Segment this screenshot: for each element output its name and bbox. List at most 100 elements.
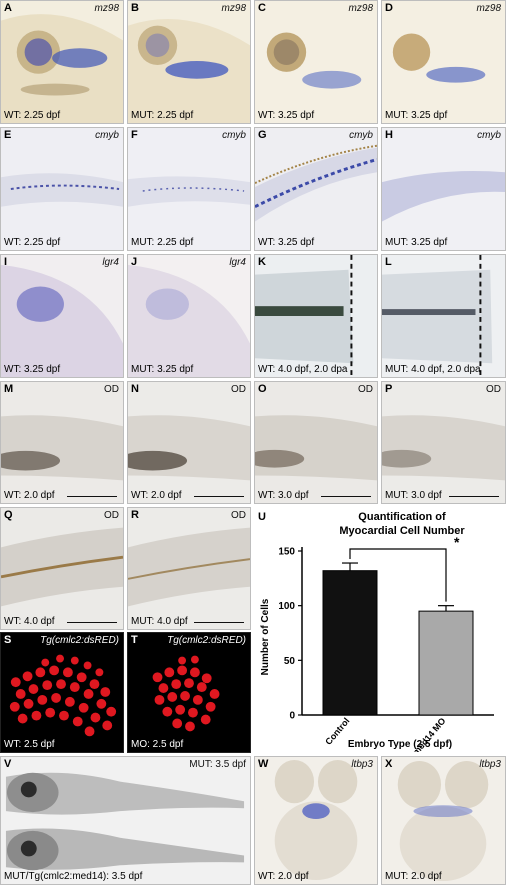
embryo-head-image — [382, 1, 505, 123]
panel-caption: WT: 3.0 dpf — [258, 490, 309, 501]
panel-s: S Tg(cmlc2:dsRED) WT: 2.5 dpf — [0, 632, 124, 753]
panel-caption: MUT: 3.25 dpf — [385, 110, 448, 121]
scale-bar — [67, 621, 117, 623]
transgene-label: Tg(cmlc2:dsRED) — [40, 635, 119, 646]
panel-letter: K — [258, 256, 266, 268]
panel-m: M OD WT: 2.0 dpf — [0, 381, 124, 504]
panel-caption: WT: 3.25 dpf — [4, 364, 61, 375]
panel-caption: WT: 3.25 dpf — [258, 237, 315, 248]
panel-caption: WT: 4.0 dpf — [4, 616, 55, 627]
y-tick-label: 0 — [289, 711, 295, 722]
probe-label: ltbp3 — [351, 759, 373, 770]
transgene-label: Tg(cmlc2:dsRED) — [167, 635, 246, 646]
fluorescent-heart-image — [128, 633, 250, 752]
probe-label: cmyb — [222, 130, 246, 141]
probe-label: mz98 — [221, 3, 246, 14]
panel-letter: P — [385, 383, 393, 395]
embryo-pair-image — [1, 757, 250, 884]
genotype-label: MUT: 3.5 dpf — [189, 759, 246, 770]
embryo-ventral-image — [255, 757, 377, 884]
panel-letter: H — [385, 129, 393, 141]
fluorescent-heart-image — [1, 633, 123, 752]
fin-regeneration-image — [255, 255, 377, 377]
panel-caption: MUT: 2.25 dpf — [131, 237, 194, 248]
scale-bar — [321, 495, 371, 497]
panel-a: A mz98 WT: 2.25 dpf — [0, 0, 124, 124]
panel-letter: B — [131, 2, 139, 14]
panel-letter: Q — [4, 509, 13, 521]
probe-label: mz98 — [94, 3, 119, 14]
myocardial-cell-count-chart: U Quantification of Myocardial Cell Numb… — [258, 511, 494, 757]
panel-v: V MUT: 3.5 dpf MUT/Tg(cmlc2:med14): 3.5 … — [0, 756, 251, 885]
embryo-ventral-image — [382, 757, 505, 884]
panel-u-chart: U Quantification of Myocardial Cell Numb… — [254, 507, 506, 757]
panel-letter: L — [385, 256, 392, 268]
embryo-lateral-image — [128, 382, 250, 503]
panel-b: B mz98 MUT: 2.25 dpf — [127, 0, 251, 124]
embryo-lateral-image — [128, 508, 250, 629]
bar — [322, 570, 378, 716]
panel-p: P OD MUT: 3.0 dpf — [381, 381, 506, 504]
chart-title-line2: Myocardial Cell Number — [339, 525, 465, 537]
panel-f: F cmyb MUT: 2.25 dpf — [127, 127, 251, 251]
panel-letter: W — [258, 758, 269, 770]
probe-label: ltbp3 — [479, 759, 501, 770]
scale-bar — [194, 621, 244, 623]
panel-c: C mz98 WT: 3.25 dpf — [254, 0, 378, 124]
panel-n: N OD WT: 2.0 dpf — [127, 381, 251, 504]
panel-caption: MUT: 2.0 dpf — [385, 871, 442, 882]
panel-letter: V — [4, 758, 12, 770]
panel-o: O OD WT: 3.0 dpf — [254, 381, 378, 504]
y-tick-label: 50 — [284, 656, 296, 667]
panel-h: H cmyb MUT: 3.25 dpf — [381, 127, 506, 251]
orientation-label: OD — [104, 384, 119, 395]
panel-caption: MUT: 3.0 dpf — [385, 490, 442, 501]
embryo-trunk-image — [382, 128, 505, 250]
panel-letter: U — [258, 511, 266, 523]
panel-caption: WT: 3.25 dpf — [258, 110, 315, 121]
embryo-lateral-image — [1, 508, 123, 629]
panel-j: J lgr4 MUT: 3.25 dpf — [127, 254, 251, 378]
panel-letter: S — [4, 634, 12, 646]
probe-label: mz98 — [476, 3, 501, 14]
panel-r: R OD MUT: 4.0 dpf — [127, 507, 251, 630]
panel-caption: WT: 2.0 dpf — [131, 490, 182, 501]
probe-label: cmyb — [95, 130, 119, 141]
panel-caption: MUT: 3.25 dpf — [131, 364, 194, 375]
embryo-trunk-image — [255, 128, 377, 250]
panel-e: E cmyb WT: 2.25 dpf — [0, 127, 124, 251]
probe-label: mz98 — [348, 3, 373, 14]
panel-g: G cmyb WT: 3.25 dpf — [254, 127, 378, 251]
panel-l: L MUT: 4.0 dpf, 2.0 dpa — [381, 254, 506, 378]
panel-letter: C — [258, 2, 266, 14]
orientation-label: OD — [486, 384, 501, 395]
orientation-label: OD — [104, 510, 119, 521]
panel-letter: D — [385, 2, 393, 14]
orientation-label: OD — [231, 384, 246, 395]
embryo-head-image — [128, 1, 250, 123]
panel-d: D mz98 MUT: 3.25 dpf — [381, 0, 506, 124]
panel-k: K WT: 4.0 dpf, 2.0 dpa — [254, 254, 378, 378]
embryo-tail-image — [1, 255, 123, 377]
panel-letter: A — [4, 2, 12, 14]
embryo-trunk-image — [128, 128, 250, 250]
panel-letter: J — [131, 256, 138, 268]
panel-w: W ltbp3 WT: 2.0 dpf — [254, 756, 378, 885]
panel-caption: MUT: 4.0 dpf, 2.0 dpa — [385, 364, 481, 375]
panel-t: T Tg(cmlc2:dsRED) MO: 2.5 dpf — [127, 632, 251, 753]
panel-letter: N — [131, 383, 139, 395]
panel-letter: E — [4, 129, 12, 141]
probe-label: lgr4 — [229, 257, 246, 268]
panel-letter: I — [4, 256, 8, 268]
embryo-lateral-image — [255, 382, 377, 503]
panel-letter: G — [258, 129, 267, 141]
panel-caption: MUT: 4.0 dpf — [131, 616, 188, 627]
panel-caption: MUT: 2.25 dpf — [131, 110, 194, 121]
probe-label: cmyb — [477, 130, 501, 141]
significance-star: * — [454, 534, 460, 550]
panel-i: I lgr4 WT: 3.25 dpf — [0, 254, 124, 378]
panel-caption: WT: 2.0 dpf — [4, 490, 55, 501]
panel-letter: R — [131, 509, 139, 521]
panel-caption: MO: 2.5 dpf — [131, 739, 184, 750]
panel-caption: MUT/Tg(cmlc2:med14): 3.5 dpf — [4, 871, 143, 882]
